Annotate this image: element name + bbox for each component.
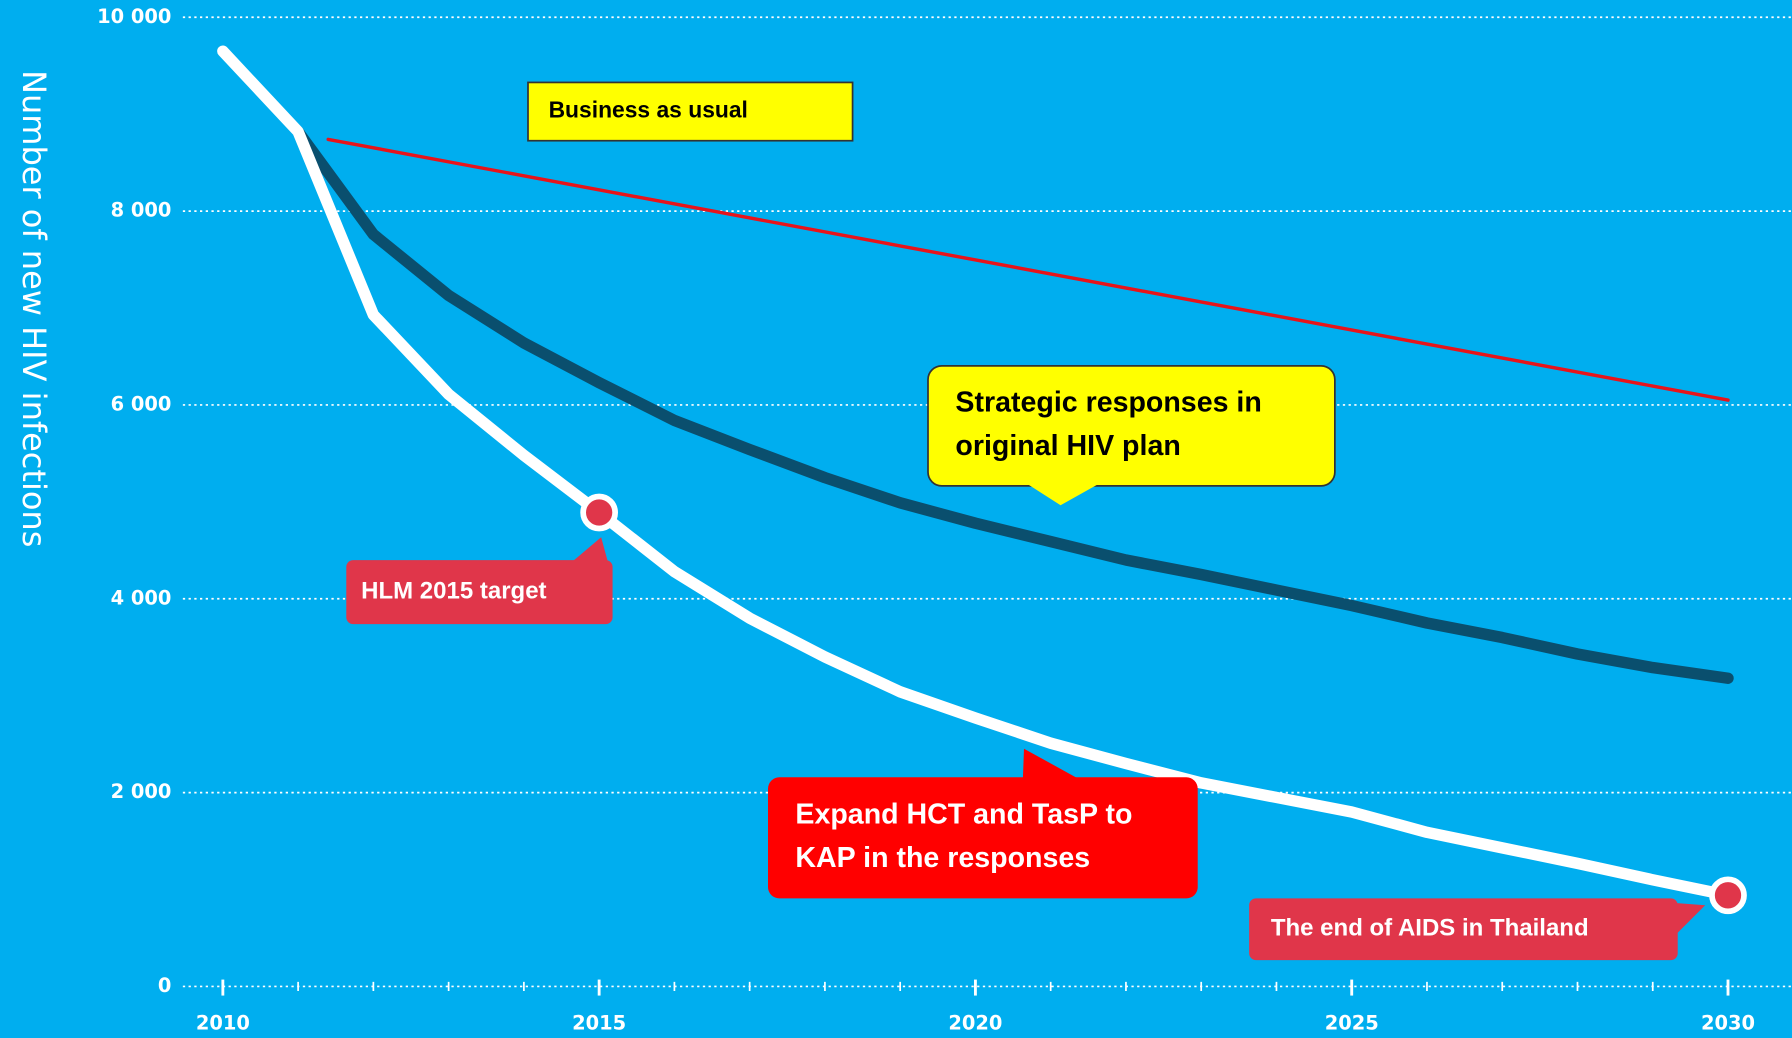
callout-tail	[571, 537, 608, 563]
line-series	[326, 137, 1730, 402]
line-series	[217, 45, 1734, 902]
callout-text: original HIV plan	[955, 430, 1180, 462]
callout-tail	[1022, 748, 1080, 780]
callout-box	[927, 365, 1336, 487]
y-tick-label: 2 000	[111, 780, 172, 803]
callout-box	[1249, 898, 1678, 961]
y-axis-label: Number of new HIV infections	[15, 70, 53, 547]
callout-text: The end of AIDS in Thailand	[1271, 915, 1589, 942]
x-tick-label: 2015	[572, 1012, 626, 1035]
callout-box	[527, 81, 854, 142]
x-tick-label: 2010	[196, 1012, 250, 1035]
callout-text: HLM 2015 target	[361, 577, 546, 604]
callout-box	[768, 777, 1198, 899]
x-tick-label: 2025	[1325, 1012, 1379, 1035]
callout-tail	[1028, 484, 1098, 506]
x-tick-label: 2030	[1701, 1012, 1755, 1035]
y-tick-label: 4 000	[111, 586, 172, 609]
y-tick-label: 0	[158, 974, 172, 997]
y-tick-label: 6 000	[111, 392, 172, 415]
callout-text: Business as usual	[549, 97, 748, 123]
callout-text: Strategic responses in	[955, 387, 1261, 419]
target-marker	[580, 493, 618, 532]
callout-tail	[1675, 903, 1706, 935]
target-marker	[1709, 876, 1747, 915]
y-tick-label: 10 000	[97, 5, 171, 28]
y-tick-label: 8 000	[111, 199, 172, 222]
callout-text: KAP in the responses	[795, 842, 1090, 874]
line-series	[292, 125, 1734, 684]
callout-text: Expand HCT and TasP to	[795, 799, 1132, 831]
x-tick-label: 2020	[948, 1012, 1002, 1035]
callout-box	[346, 560, 613, 625]
